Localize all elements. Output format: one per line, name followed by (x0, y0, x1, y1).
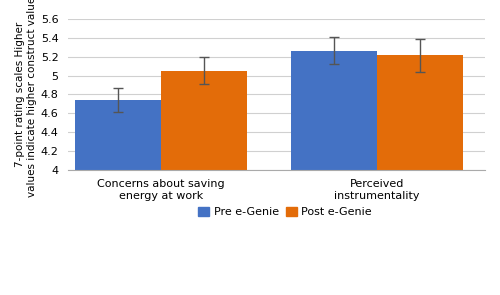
Bar (290, 50, 377, 170)
Bar (74, 100, 161, 170)
Y-axis label: 7-point rating scales Higher
values indicate higher construct values: 7-point rating scales Higher values indi… (15, 0, 36, 197)
Bar (161, 71, 248, 170)
Bar (377, 55, 464, 170)
Legend: Pre e-Genie, Post e-Genie: Pre e-Genie, Post e-Genie (194, 202, 376, 222)
